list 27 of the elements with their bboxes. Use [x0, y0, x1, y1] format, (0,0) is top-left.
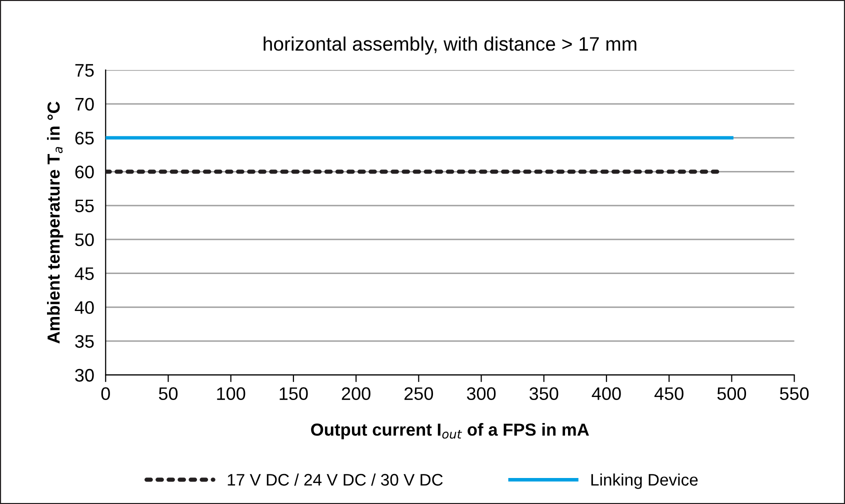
y-axis-title: Ambient temperature T$_{a}$ in °C	[47, 102, 64, 344]
x-axis-title: Output current I$_{out}$ of a FPS in mA	[311, 423, 589, 440]
y-tick-label: 75	[75, 64, 94, 77]
y-tick-label: 65	[75, 132, 94, 145]
x-tick-label: 450	[654, 387, 684, 400]
chart-title: horizontal assembly, with distance > 17 mm	[264, 36, 636, 55]
y-tick-label: 40	[74, 301, 94, 314]
x-tick-label: 0	[101, 387, 110, 400]
y-tick-label: 35	[75, 335, 94, 348]
x-tick-label: 50	[158, 387, 178, 400]
legend-label: 17 V DC / 24 V DC / 30 V DC	[228, 473, 443, 486]
x-tick-label: 400	[592, 387, 621, 400]
x-tick-label: 500	[717, 387, 746, 400]
y-tick-label: 50	[75, 233, 94, 246]
x-tick-label: 350	[530, 387, 558, 400]
x-tick-label: 550	[780, 387, 809, 400]
legend-label: Linking Device	[591, 473, 698, 489]
y-tick-label: 55	[75, 200, 94, 212]
x-tick-label: 300	[466, 387, 496, 400]
y-tick-label: 30	[75, 368, 94, 382]
x-tick-label: 100	[217, 387, 246, 400]
x-tick-label: 150	[280, 387, 308, 400]
y-tick-label: 45	[74, 267, 94, 280]
y-tick-label: 60	[75, 166, 94, 178]
y-tick-label: 70	[75, 98, 94, 111]
x-tick-label: 200	[342, 387, 370, 400]
x-tick-label: 250	[404, 387, 434, 400]
